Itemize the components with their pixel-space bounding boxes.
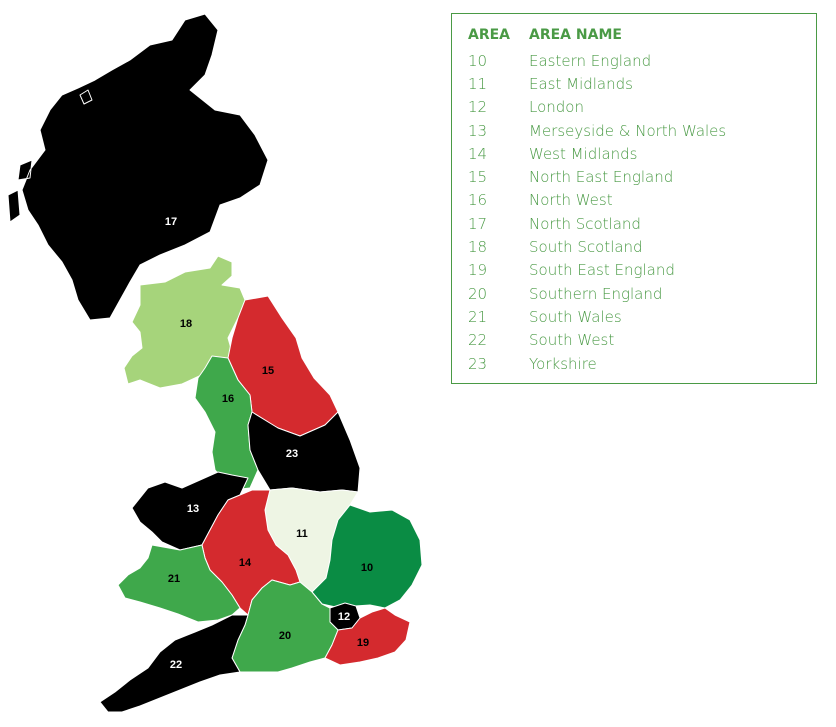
region-20-label: 20 xyxy=(279,630,291,642)
legend-row: 16 North West xyxy=(468,189,726,212)
legend-area-name: North Scotland xyxy=(529,214,641,233)
region-10-label: 10 xyxy=(361,562,373,574)
legend-area-name: Southern England xyxy=(529,284,663,303)
legend-area-code: 21 xyxy=(468,307,488,326)
legend-area-name: South Scotland xyxy=(529,238,643,257)
legend-area-name: West Midlands xyxy=(529,144,638,163)
region-17-label: 17 xyxy=(165,216,177,228)
legend-area-name: South West xyxy=(529,331,615,350)
legend-area-code: 14 xyxy=(468,144,488,163)
legend-area-name: Yorkshire xyxy=(529,354,597,373)
legend-area-code: 20 xyxy=(468,284,488,303)
legend-row: 10 Eastern England xyxy=(468,49,726,72)
legend-area-name: East Midlands xyxy=(529,74,633,93)
legend-row: 18 South Scotland xyxy=(468,235,726,258)
region-21-shape[interactable] xyxy=(117,544,241,623)
region-16-label: 16 xyxy=(222,393,234,405)
legend-row: 11 East Midlands xyxy=(468,72,726,95)
legend-row: 20 Southern England xyxy=(468,282,726,305)
legend-area-name: London xyxy=(529,98,584,117)
region-10-shape[interactable] xyxy=(311,504,423,609)
region-22-shape[interactable] xyxy=(99,614,249,713)
legend-area-code: 15 xyxy=(468,168,488,187)
region-19-label: 19 xyxy=(357,637,369,649)
legend-area-name: South Wales xyxy=(529,307,622,326)
legend-area-code: 10 xyxy=(468,51,488,70)
region-14-label: 14 xyxy=(239,557,252,569)
legend-area-name: North East England xyxy=(529,168,674,187)
region-12-label: 12 xyxy=(338,611,350,623)
region-21-label: 21 xyxy=(168,573,180,585)
legend-row: 21 South Wales xyxy=(468,305,726,328)
area-legend: AREA AREA NAME 10 Eastern England 11 East M… xyxy=(451,13,817,384)
legend-area-name: Eastern England xyxy=(529,51,652,70)
region-18-label: 18 xyxy=(180,318,192,330)
legend-area-code: 12 xyxy=(468,98,488,117)
legend-row: 22 South West xyxy=(468,329,726,352)
legend-area-name: North West xyxy=(529,191,613,210)
legend-area-code: 16 xyxy=(468,191,488,210)
legend-row: 19 South East England xyxy=(468,259,726,282)
legend-row: 14 West Midlands xyxy=(468,142,726,165)
legend-row: 17 North Scotland xyxy=(468,212,726,235)
legend-area-code: 23 xyxy=(468,354,488,373)
legend-area-code: 13 xyxy=(468,121,488,140)
uk-area-map: 17 18 15 16 23 13 11 14 10 21 12 20 19 22 xyxy=(7,13,423,713)
region-19-shape[interactable] xyxy=(324,607,411,666)
region-17-shape[interactable] xyxy=(7,13,269,321)
region-23-label: 23 xyxy=(286,448,298,460)
legend-header: AREA AREA NAME xyxy=(468,27,622,47)
region-13-label: 13 xyxy=(187,503,199,515)
legend-area-name: Merseyside & North Wales xyxy=(529,121,727,140)
legend-area-code: 18 xyxy=(468,238,488,257)
legend-row: 12 London xyxy=(468,96,726,119)
legend-rows: 10 Eastern England 11 East Midlands 12 London… xyxy=(468,49,726,375)
legend-header-area-name: AREA NAME xyxy=(529,27,622,43)
region-15-label: 15 xyxy=(262,365,274,377)
legend-row: 23 Yorkshire xyxy=(468,352,726,375)
legend-row: 15 North East England xyxy=(468,165,726,188)
legend-area-code: 22 xyxy=(468,331,488,350)
legend-area-code: 11 xyxy=(468,74,488,93)
legend-area-name: South East England xyxy=(529,261,675,280)
region-22-label: 22 xyxy=(170,659,182,671)
region-11-label: 11 xyxy=(296,528,308,540)
legend-area-code: 17 xyxy=(468,214,488,233)
legend-area-code: 19 xyxy=(468,261,488,280)
legend-row: 13 Merseyside & North Wales xyxy=(468,119,726,142)
legend-header-area: AREA xyxy=(468,27,511,43)
